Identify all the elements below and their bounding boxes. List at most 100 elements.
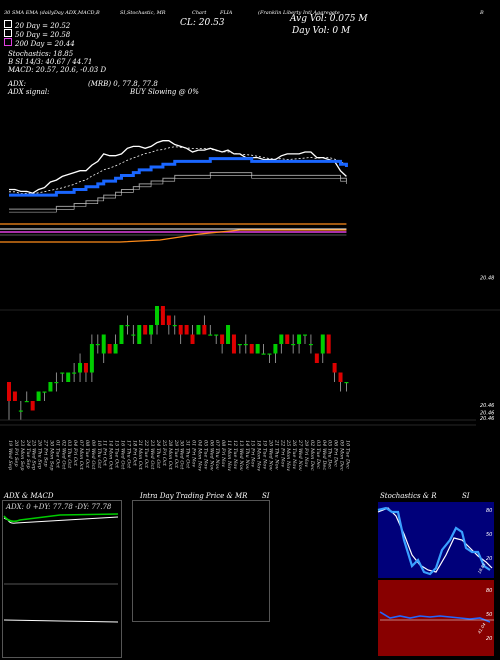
candle-body xyxy=(119,325,124,344)
close-price: CL: 20.53 xyxy=(180,18,225,28)
date-tick-label: 02 Mon Dec xyxy=(309,440,315,471)
candle-body xyxy=(332,363,337,373)
candle-body xyxy=(166,315,171,325)
date-tick-label: 22 Fri Nov xyxy=(279,439,285,467)
date-tick-label: 03 Thu Oct xyxy=(66,440,72,469)
date-tick-label: 17 Thu Oct xyxy=(125,440,131,469)
date-tick-label: 10 Tue Dec xyxy=(344,440,350,469)
candle-body xyxy=(297,334,302,344)
date-tick-label: 26 Thu Sep xyxy=(37,439,43,470)
date-tick-label: 20 Wed Nov xyxy=(267,439,273,471)
candle-body xyxy=(308,344,313,346)
date-tick-label: 08 Tue Oct xyxy=(84,440,90,469)
price-line xyxy=(9,140,347,194)
legend-label: 200 Day = 20.44 xyxy=(15,40,75,48)
candle-body xyxy=(12,391,17,401)
candle-body xyxy=(101,334,106,354)
price-axis-label: 20.48 xyxy=(480,276,494,282)
date-tick-label: 31 Thu Oct xyxy=(185,440,191,469)
candle-body xyxy=(36,391,41,401)
moving-average-chart xyxy=(0,140,348,243)
stoch-tick-label: 50 xyxy=(486,532,492,538)
candle-body xyxy=(279,334,284,344)
date-tick-label: 27 Wed Nov xyxy=(297,439,303,471)
legend-swatch xyxy=(4,20,12,28)
date-tick-label: 08 Fri Nov xyxy=(220,440,226,467)
adx-values: ADX: 0 +DY: 77.78 -DY: 77.78 xyxy=(6,503,112,511)
macd-line xyxy=(3,619,119,623)
mr-tick-label: 80 xyxy=(486,588,492,594)
header-ticker: FLIA xyxy=(220,10,233,16)
stoch-tick-label: 80 xyxy=(486,508,492,514)
candle-body xyxy=(190,334,195,344)
header-chart-word: Chart xyxy=(192,10,207,16)
price-axis-label: 20.46 xyxy=(480,410,494,416)
candle-body xyxy=(72,372,77,374)
legend-swatch xyxy=(4,29,12,37)
candle-body xyxy=(155,306,159,325)
date-tick-label: 29 Tue Oct xyxy=(173,439,179,469)
candle-body xyxy=(149,325,154,335)
candle-body xyxy=(125,325,130,327)
avg-volume: Avg Vol: 0.075 M xyxy=(290,14,368,24)
legend-label: 50 Day = 20.58 xyxy=(15,31,71,39)
adx-macd-title: ADX & MACD xyxy=(4,492,54,500)
mr-tick-label: 20 xyxy=(486,636,492,642)
candle-body xyxy=(178,325,183,335)
candle-body xyxy=(314,353,319,363)
candle-body xyxy=(214,334,219,336)
intraday-title-right: SI xyxy=(262,492,270,500)
candle-body xyxy=(172,325,177,327)
stoch-fast-line xyxy=(377,506,491,576)
candle-body xyxy=(78,363,83,373)
date-tick-label: 23 Mon Sep xyxy=(19,439,25,471)
date-tick-label: 05 Thu Dec xyxy=(327,440,333,469)
ema-line xyxy=(9,157,348,197)
candle-body xyxy=(66,372,71,382)
candle-body xyxy=(42,391,47,393)
legend-item: 50 Day = 20.58 xyxy=(4,29,70,39)
orange-step-line xyxy=(0,229,347,243)
date-tick-label: 04 Mon Nov xyxy=(196,440,202,471)
legend-label: 20 Day = 20.52 xyxy=(15,22,71,30)
intraday-title: Intra Day Trading Price & MR xyxy=(140,492,248,500)
price-axis-label: 20.46 xyxy=(480,416,494,422)
header-stoch-text: SI,Stochastic, MR xyxy=(120,10,166,16)
stoch-tick-label: 20 xyxy=(486,556,492,562)
date-tick-label: 05 Tue Nov xyxy=(202,440,208,469)
candle-body xyxy=(60,372,65,374)
date-tick-label: 01 Fri Nov xyxy=(191,440,197,467)
candle-body xyxy=(231,334,236,354)
date-tick-label: 16 Wed Oct xyxy=(119,440,125,470)
date-tick-label: 04 Fri Oct xyxy=(72,440,78,467)
legend-swatch xyxy=(4,38,12,46)
date-tick-label: 07 Mon Oct xyxy=(78,440,84,471)
date-tick-label: 28 Mon Oct xyxy=(167,439,173,471)
date-tick-label: 02 Wed Oct xyxy=(60,440,66,470)
candle-body xyxy=(131,334,136,336)
candle-body xyxy=(344,382,349,384)
buy-signal-text: BUY Slowing @ 0% xyxy=(130,88,199,96)
date-tick-label: 22 Tue Oct xyxy=(143,439,149,469)
candle-body xyxy=(220,334,225,344)
header-left-text: 30 SMA EMA (dailyDay ADX,MACD,B xyxy=(4,10,100,16)
date-tick-label: 20 Fri Sep xyxy=(13,439,19,467)
candle-body xyxy=(320,334,325,354)
candle-body xyxy=(54,382,59,384)
candle-body xyxy=(143,325,148,335)
date-tick-label: 26 Tue Nov xyxy=(291,439,297,469)
candle-body xyxy=(249,344,254,354)
date-tick-label: 11 Fri Oct xyxy=(102,440,108,467)
candle-body xyxy=(107,344,112,354)
candle-body xyxy=(137,325,142,344)
date-tick-label: 21 Thu Nov xyxy=(273,439,279,470)
date-tick-label: 09 Mon Dec xyxy=(339,440,345,471)
date-tick-label: 19 Wed Sep xyxy=(7,440,13,471)
legend-item: 200 Day = 20.44 xyxy=(4,38,75,48)
plus-dy-line xyxy=(3,513,119,523)
date-tick-label: 01 Tue Oct xyxy=(54,440,60,469)
date-tick-label: 24 Tue Sep xyxy=(25,439,31,469)
candle-body xyxy=(24,401,29,403)
candle-body xyxy=(338,372,343,382)
stoch-title: Stochastics & R xyxy=(380,492,437,500)
